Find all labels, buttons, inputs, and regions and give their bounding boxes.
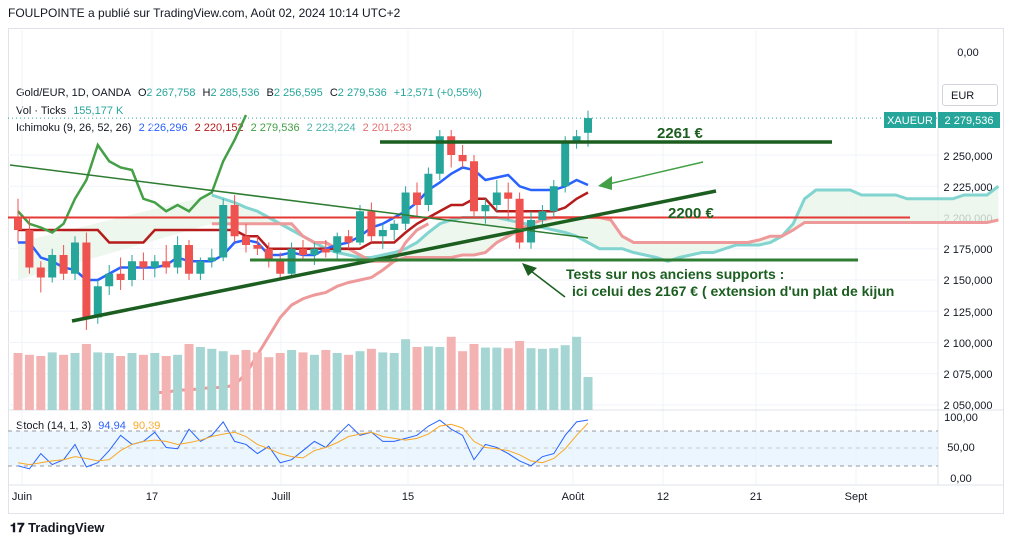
legend-open: 2 267,758 — [146, 87, 196, 99]
legend-vol-label: Vol · Ticks — [16, 105, 67, 117]
legend-close: 2 279,536 — [337, 87, 387, 99]
legend-stoch: Stoch (14, 1, 3) 94,94 90,39 — [16, 420, 164, 432]
legend-change: +12,571 (+0,55%) — [393, 87, 482, 99]
legend-vol: 155,177 K — [73, 105, 124, 117]
legend-stoch-label: Stoch (14, 1, 3) — [16, 420, 92, 432]
publish-header: FOULPOINTE a publié sur TradingView.com,… — [8, 6, 401, 20]
legend-tenkan: 2 226,296 — [138, 122, 188, 134]
legend-ichimoku-label: Ichimoku (9, 26, 52, 26) — [16, 122, 132, 134]
legend-close-label: C — [329, 87, 338, 99]
legend-symbol: Gold/EUR, 1D, OANDA — [16, 87, 131, 99]
legend-open-label: O — [137, 87, 147, 99]
legend-ichimoku: Ichimoku (9, 26, 52, 26) 2 226,296 2 220… — [16, 122, 416, 134]
legend-low: 2 256,595 — [273, 87, 323, 99]
legend-ohlc: Gold/EUR, 1D, OANDA O2 267,758 H2 285,53… — [16, 87, 486, 99]
legend-high: 2 285,536 — [210, 87, 260, 99]
legend-low-label: B — [266, 87, 274, 99]
legend-senkou-b: 2 201,233 — [362, 122, 412, 134]
legend-stoch-k: 94,94 — [98, 420, 126, 432]
legend-volume: Vol · Ticks 155,177 K — [16, 105, 127, 117]
legend-senkou-a: 2 223,224 — [306, 122, 356, 134]
brand-label: TradingView — [28, 520, 105, 535]
chart-frame — [8, 28, 1004, 514]
tradingview-logo: 𝟏𝟕 TradingView — [10, 520, 104, 536]
legend-high-label: H — [202, 87, 211, 99]
legend-stoch-d: 90,39 — [132, 420, 161, 432]
tv-logo-icon: 𝟏𝟕 — [10, 520, 29, 535]
legend-chikou: 2 279,536 — [250, 122, 300, 134]
currency-button[interactable]: EUR — [942, 84, 998, 106]
legend-kijun: 2 220,152 — [194, 122, 244, 134]
